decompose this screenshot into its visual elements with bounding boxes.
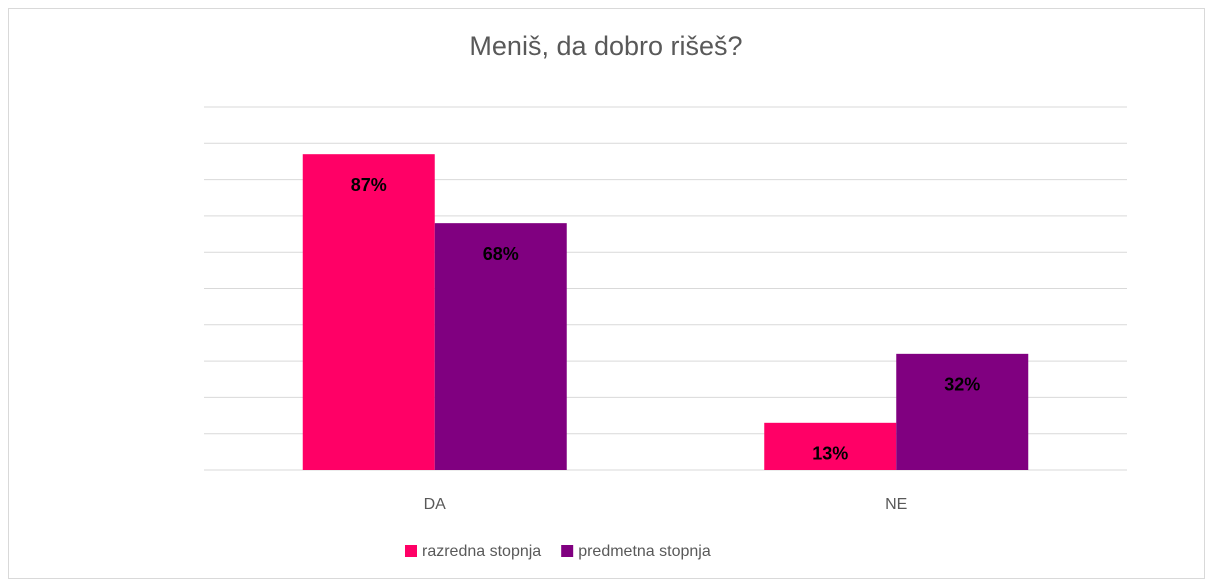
data-label: 68% [483,244,519,264]
legend-swatch [561,545,574,557]
legend-label: predmetna stopnja [578,543,711,560]
x-tick-label: NE [885,496,907,513]
legend-swatch [405,545,417,557]
x-tick-label: DA [424,496,447,513]
chart-border [8,8,1205,579]
bar [896,353,1029,470]
bar [434,223,567,470]
bar [302,154,435,470]
data-label: 13% [812,444,848,464]
chart-title: Meniš, da dobro rišeš? [469,31,742,61]
legend-label: razredna stopnja [422,543,541,560]
bar [764,422,897,470]
data-label: 32% [944,375,980,395]
data-label: 87% [351,175,387,195]
